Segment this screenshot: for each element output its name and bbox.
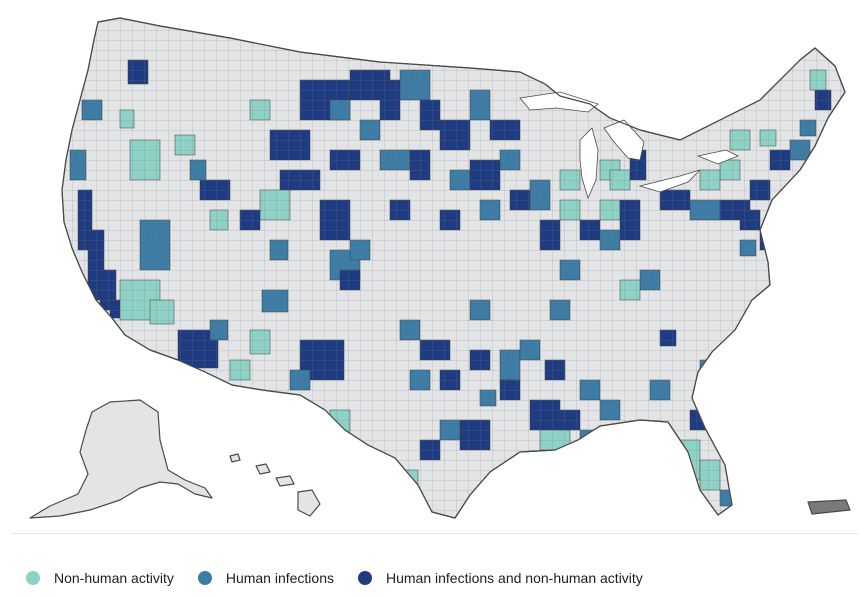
- alaska-shape: [29, 399, 213, 519]
- circle-swatch-icon: [197, 571, 212, 585]
- map-legend: Non-human activity Human infections Huma…: [12, 533, 858, 595]
- lake-huron: [603, 119, 645, 161]
- lake-erie: [638, 169, 701, 193]
- legend-label: Human infections and non-human activity: [386, 570, 643, 586]
- us-county-map: [29, 17, 851, 519]
- hawaii-island-1: [229, 453, 241, 463]
- legend-row: Non-human activity Human infections Huma…: [26, 570, 667, 586]
- circle-swatch-icon: [26, 571, 40, 585]
- circle-swatch-icon: [358, 571, 372, 585]
- puerto-rico: [807, 499, 851, 515]
- map-canvas: [29, 17, 851, 519]
- legend-item-human-infections: Human infections: [197, 570, 334, 586]
- lake-superior: [519, 91, 599, 113]
- alaska: [29, 399, 213, 519]
- legend-label: Human infections: [225, 570, 334, 586]
- hawaii-island-2: [255, 463, 271, 475]
- county-patch-human-infections: [739, 319, 757, 337]
- legend-item-non-human-activity: Non-human activity: [26, 570, 174, 586]
- lake-michigan: [579, 127, 599, 200]
- lake-ontario: [696, 149, 739, 165]
- hawaii-big-island: [297, 489, 321, 517]
- legend-label: Non-human activity: [54, 570, 174, 586]
- legend-item-human-and-non-human: Human infections and non-human activity: [358, 570, 643, 586]
- puerto-rico-shape: [807, 499, 851, 515]
- hawaii-island-3: [275, 475, 295, 487]
- us-outline: [61, 17, 846, 519]
- hawaii: [229, 453, 321, 517]
